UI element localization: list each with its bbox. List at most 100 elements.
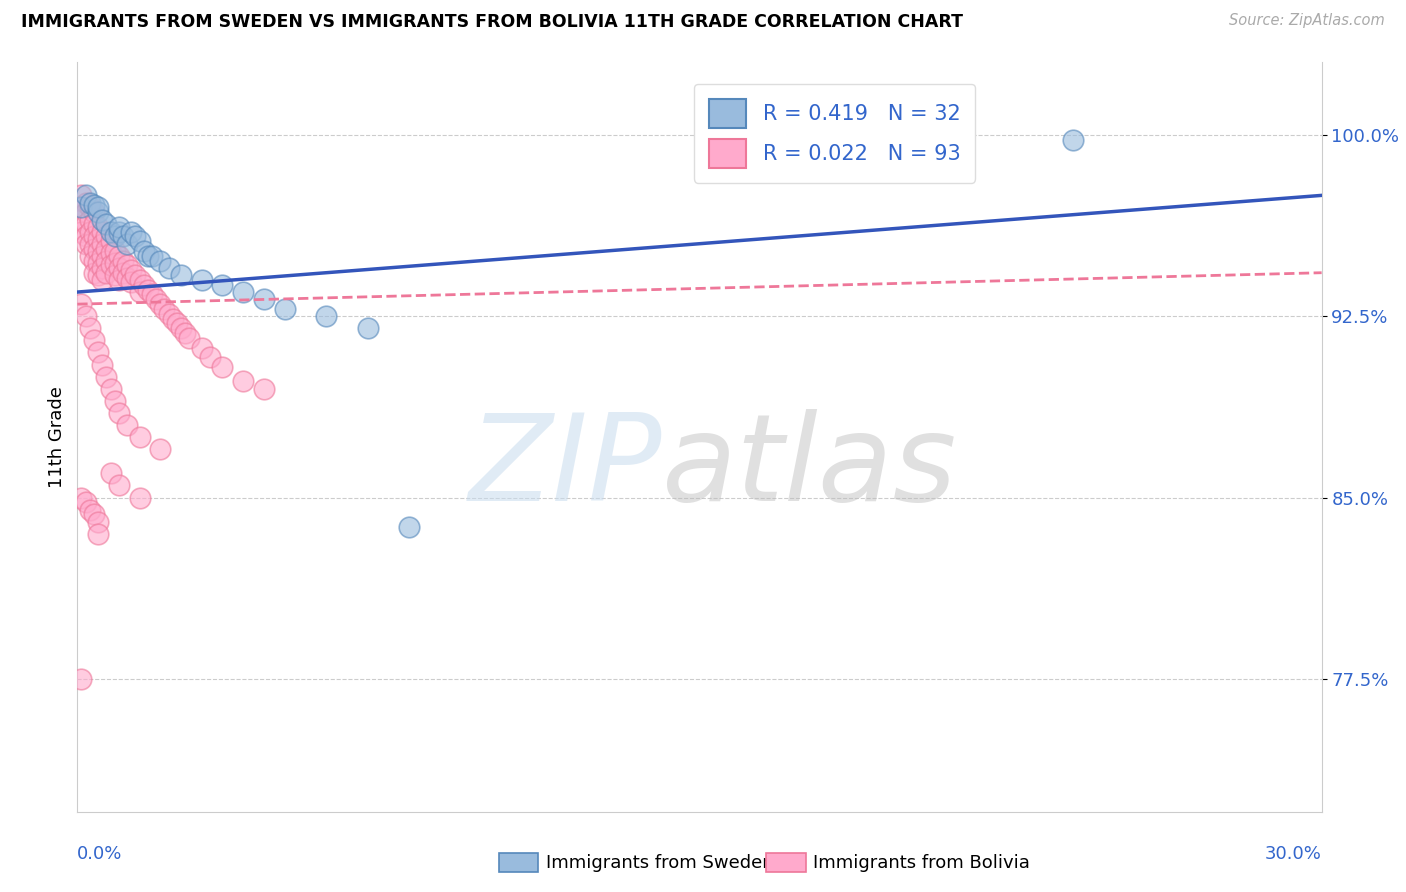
- Point: [83, 229, 105, 244]
- Point: [70, 212, 93, 227]
- Point: [232, 375, 254, 389]
- Point: [87, 219, 110, 234]
- Point: [104, 256, 127, 270]
- Point: [96, 253, 118, 268]
- Point: [104, 393, 127, 408]
- Point: [120, 225, 142, 239]
- Point: [124, 229, 146, 244]
- Point: [91, 273, 114, 287]
- Point: [96, 229, 118, 244]
- Point: [83, 253, 105, 268]
- Point: [198, 351, 221, 365]
- Point: [70, 201, 93, 215]
- Point: [141, 287, 163, 301]
- Point: [70, 297, 93, 311]
- Point: [128, 235, 150, 249]
- Point: [75, 495, 97, 509]
- Point: [83, 266, 105, 280]
- Point: [96, 242, 118, 256]
- Point: [91, 212, 114, 227]
- Point: [79, 201, 101, 215]
- Point: [79, 502, 101, 516]
- Point: [157, 260, 180, 275]
- Point: [100, 235, 122, 249]
- Point: [100, 246, 122, 260]
- Point: [111, 229, 134, 244]
- Point: [157, 307, 180, 321]
- Point: [253, 382, 276, 396]
- Point: [170, 268, 193, 282]
- Point: [83, 508, 105, 522]
- Point: [108, 273, 131, 287]
- Point: [83, 198, 105, 212]
- Point: [75, 195, 97, 210]
- Point: [128, 285, 150, 299]
- Point: [96, 369, 118, 384]
- Text: Immigrants from Bolivia: Immigrants from Bolivia: [813, 854, 1029, 871]
- Point: [104, 268, 127, 282]
- Point: [87, 232, 110, 246]
- Point: [111, 253, 134, 268]
- Point: [153, 301, 176, 316]
- Y-axis label: 11th Grade: 11th Grade: [48, 386, 66, 488]
- Point: [100, 259, 122, 273]
- Point: [70, 672, 93, 686]
- Point: [104, 229, 127, 244]
- Point: [91, 260, 114, 275]
- Point: [87, 201, 110, 215]
- Point: [100, 382, 122, 396]
- Point: [100, 225, 122, 239]
- Point: [108, 260, 131, 275]
- Point: [398, 519, 420, 533]
- Point: [166, 317, 188, 331]
- Point: [108, 249, 131, 263]
- Point: [79, 236, 101, 251]
- Point: [128, 491, 150, 505]
- Point: [115, 236, 138, 251]
- Point: [79, 249, 101, 263]
- Point: [136, 283, 159, 297]
- Point: [96, 266, 118, 280]
- Point: [211, 359, 233, 374]
- Point: [191, 273, 214, 287]
- Point: [149, 253, 172, 268]
- Point: [83, 334, 105, 348]
- Point: [104, 244, 127, 258]
- Point: [211, 277, 233, 292]
- Point: [232, 285, 254, 299]
- Text: Source: ZipAtlas.com: Source: ZipAtlas.com: [1229, 13, 1385, 29]
- Point: [1062, 133, 1084, 147]
- Point: [75, 236, 97, 251]
- Point: [96, 218, 118, 232]
- Point: [128, 430, 150, 444]
- Text: IMMIGRANTS FROM SWEDEN VS IMMIGRANTS FROM BOLIVIA 11TH GRADE CORRELATION CHART: IMMIGRANTS FROM SWEDEN VS IMMIGRANTS FRO…: [21, 13, 963, 31]
- Point: [253, 293, 276, 307]
- Text: 30.0%: 30.0%: [1265, 846, 1322, 863]
- Point: [87, 244, 110, 258]
- Point: [108, 478, 131, 492]
- Text: ZIP: ZIP: [468, 409, 662, 525]
- Point: [108, 219, 131, 234]
- Point: [79, 212, 101, 227]
- Point: [162, 311, 184, 326]
- Point: [75, 188, 97, 202]
- Point: [75, 218, 97, 232]
- Point: [115, 417, 138, 432]
- Point: [128, 273, 150, 287]
- Point: [87, 345, 110, 359]
- Point: [87, 256, 110, 270]
- Point: [70, 188, 93, 202]
- Point: [91, 225, 114, 239]
- Text: 0.0%: 0.0%: [77, 846, 122, 863]
- Point: [87, 268, 110, 282]
- Point: [124, 268, 146, 282]
- Point: [83, 218, 105, 232]
- Point: [170, 321, 193, 335]
- Point: [132, 244, 155, 258]
- Point: [91, 236, 114, 251]
- Point: [70, 201, 93, 215]
- Point: [87, 515, 110, 529]
- Legend: R = 0.419   N = 32, R = 0.022   N = 93: R = 0.419 N = 32, R = 0.022 N = 93: [695, 84, 976, 183]
- Point: [70, 225, 93, 239]
- Point: [91, 358, 114, 372]
